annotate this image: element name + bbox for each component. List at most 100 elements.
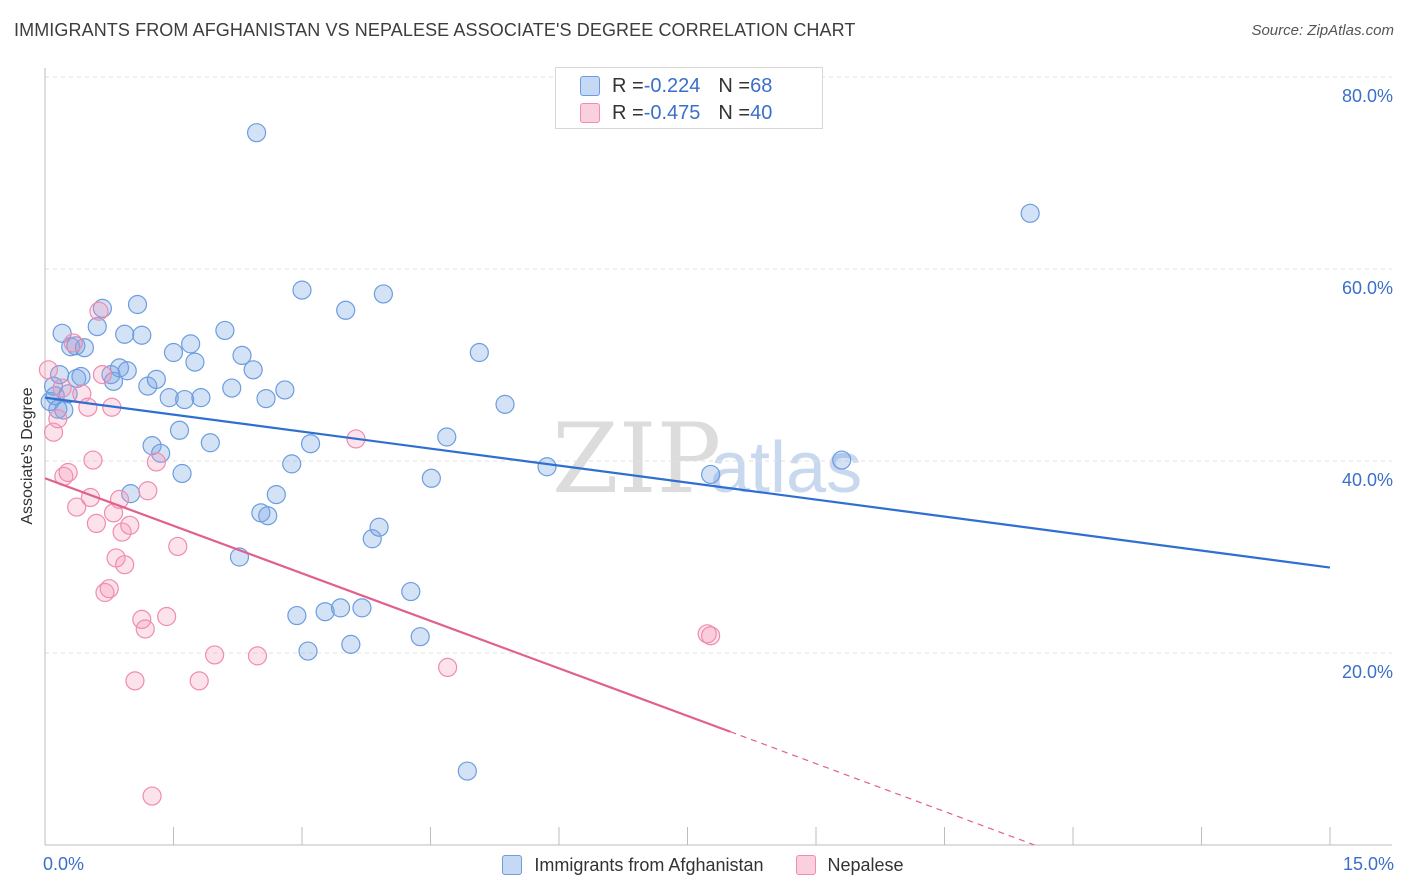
trend-lines xyxy=(44,396,1331,846)
point-afghanistan xyxy=(336,300,356,320)
point-nepalese xyxy=(125,671,145,691)
point-nepalese xyxy=(58,462,78,483)
legend-row-afghanistan: R = -0.224 N = 68 xyxy=(580,73,772,99)
point-nepalese xyxy=(112,522,132,542)
x-tick-label-min: 0.0% xyxy=(43,854,84,874)
point-afghanistan xyxy=(169,420,190,440)
series-name-nepalese: Nepalese xyxy=(827,854,904,875)
point-afghanistan xyxy=(71,366,91,387)
legend-n-label: N = xyxy=(718,101,751,124)
point-nepalese xyxy=(135,619,155,639)
point-afghanistan xyxy=(115,324,135,344)
point-afghanistan xyxy=(275,380,295,400)
point-afghanistan xyxy=(341,634,361,654)
point-afghanistan xyxy=(298,641,318,661)
point-afghanistan xyxy=(87,317,107,337)
tick-labels: 20.0% 40.0% 60.0% 80.0% 0.0% 15.0% xyxy=(43,86,1394,874)
point-afghanistan xyxy=(146,369,166,389)
axes xyxy=(44,68,1392,846)
point-nepalese xyxy=(438,657,458,678)
point-nepalese xyxy=(52,378,72,398)
point-afghanistan xyxy=(373,284,393,304)
correlation-legend: R = -0.224 N = 68 R = -0.475 N = 40 xyxy=(555,67,823,129)
legend-r-label: R = xyxy=(612,74,644,97)
data-points xyxy=(38,123,1040,806)
point-afghanistan xyxy=(410,627,430,647)
point-afghanistan xyxy=(58,384,78,404)
point-nepalese xyxy=(168,536,188,557)
point-afghanistan xyxy=(352,598,372,618)
point-afghanistan xyxy=(246,123,267,143)
point-afghanistan xyxy=(469,342,489,363)
y-tick-label: 40.0% xyxy=(1342,470,1393,490)
point-afghanistan xyxy=(172,463,192,484)
point-afghanistan xyxy=(292,280,312,300)
point-nepalese xyxy=(157,606,177,627)
point-afghanistan xyxy=(175,389,195,410)
point-afghanistan xyxy=(52,323,72,343)
series-legend: Immigrants from Afghanistan Nepalese xyxy=(0,852,1406,878)
point-nepalese xyxy=(38,360,59,380)
point-afghanistan xyxy=(437,427,457,447)
legend-row-nepalese: R = -0.475 N = 40 xyxy=(580,100,772,126)
point-nepalese xyxy=(89,301,109,321)
point-afghanistan xyxy=(191,388,211,408)
legend-r-label: R = xyxy=(612,101,644,124)
point-afghanistan xyxy=(315,602,335,622)
point-afghanistan xyxy=(362,529,382,549)
point-nepalese xyxy=(78,397,98,417)
legend-n-value: 68 xyxy=(750,74,773,97)
point-nepalese xyxy=(138,481,158,501)
point-nepalese xyxy=(205,645,225,665)
series-swatch-nepalese xyxy=(795,855,816,875)
point-afghanistan xyxy=(300,434,321,454)
point-afghanistan xyxy=(287,605,307,626)
point-afghanistan xyxy=(330,598,351,618)
point-afghanistan xyxy=(832,450,852,470)
series-name-afghanistan: Immigrants from Afghanistan xyxy=(534,854,764,875)
point-afghanistan xyxy=(369,517,389,537)
legend-swatch-nepalese xyxy=(580,103,600,123)
point-afghanistan xyxy=(185,352,205,372)
point-afghanistan xyxy=(282,454,302,474)
point-afghanistan xyxy=(215,320,235,341)
point-afghanistan xyxy=(266,485,286,505)
point-afghanistan xyxy=(109,358,130,378)
series-swatch-afghanistan xyxy=(502,855,523,875)
point-nepalese xyxy=(146,452,166,472)
point-nepalese xyxy=(247,646,268,666)
point-nepalese xyxy=(99,579,119,599)
point-afghanistan xyxy=(132,325,152,345)
point-afghanistan xyxy=(92,298,112,318)
y-tick-label: 80.0% xyxy=(1342,86,1393,106)
legend-n-label: N = xyxy=(718,74,751,97)
watermark-zip: ZIP xyxy=(552,403,721,515)
point-nepalese xyxy=(67,497,87,517)
x-tick-label-max: 15.0% xyxy=(1343,854,1394,874)
point-afghanistan xyxy=(200,433,220,453)
legend-r-value: -0.224 xyxy=(643,74,701,97)
watermark: ZIP atlas xyxy=(552,403,862,515)
point-nepalese xyxy=(63,333,83,353)
point-afghanistan xyxy=(127,294,148,315)
legend-r-value: -0.475 xyxy=(643,101,701,124)
point-afghanistan xyxy=(256,389,276,409)
point-afghanistan xyxy=(701,464,721,485)
point-afghanistan xyxy=(163,342,184,363)
point-afghanistan xyxy=(222,378,242,398)
y-tick-label: 20.0% xyxy=(1342,662,1393,682)
point-nepalese xyxy=(92,365,112,385)
point-nepalese xyxy=(697,624,717,644)
point-nepalese xyxy=(83,450,103,470)
legend-swatch-afghanistan xyxy=(580,76,600,96)
point-afghanistan xyxy=(117,361,137,381)
point-afghanistan xyxy=(151,443,171,463)
point-nepalese xyxy=(120,515,140,535)
point-afghanistan xyxy=(1020,203,1040,223)
point-afghanistan xyxy=(181,334,201,354)
legend-n-value: 40 xyxy=(750,101,773,124)
point-afghanistan xyxy=(74,338,95,358)
point-afghanistan xyxy=(457,761,477,781)
trend-line-nepalese xyxy=(44,477,731,733)
point-nepalese xyxy=(142,786,162,806)
